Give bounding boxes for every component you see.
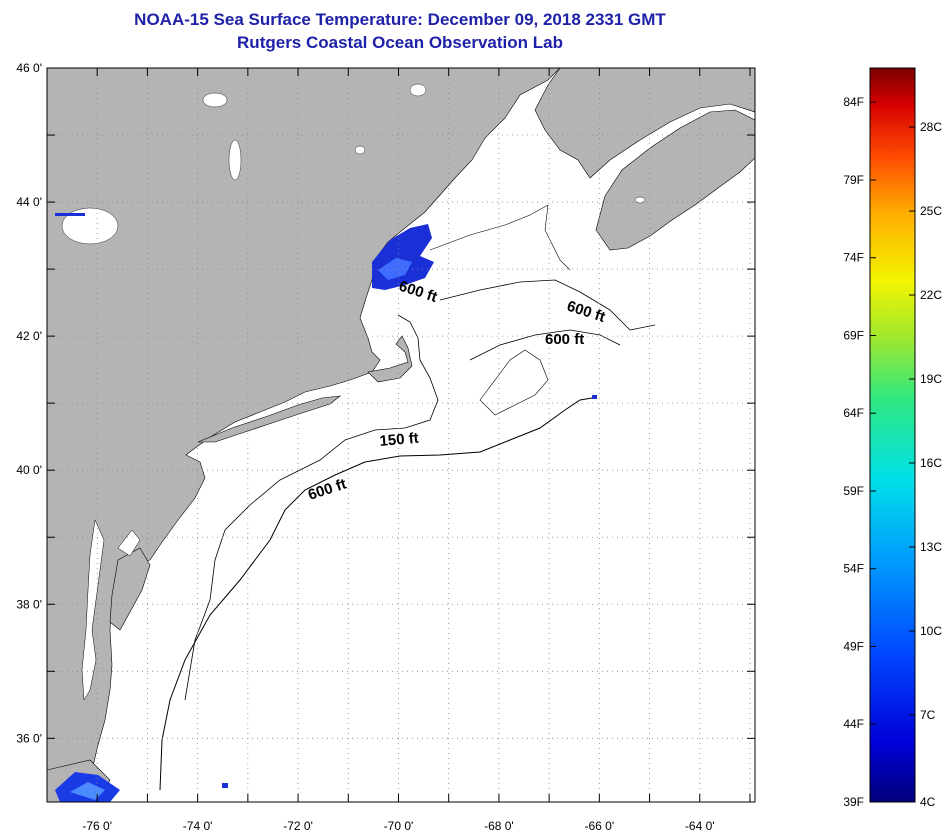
latitude-label: 36 0': [16, 731, 42, 745]
sst-cold-patch-pamlico-inner: [70, 782, 105, 800]
colorbar-label-f: 39F: [843, 795, 864, 809]
colorbar-label-c: 22C: [920, 288, 942, 302]
map-title: NOAA-15 Sea Surface Temperature: Decembe…: [134, 10, 666, 29]
map-frame: [46, 67, 756, 803]
sst-cold-patch-gulf-of-maine-inner: [378, 258, 412, 280]
latitude-label: 42 0': [16, 329, 42, 343]
sst-cold-speck: [55, 213, 85, 216]
colorbar-label-f: 59F: [843, 484, 864, 498]
colorbar-label-f: 74F: [843, 251, 864, 265]
colorbar: [869, 67, 916, 803]
latitude-label: 38 0': [16, 597, 42, 611]
lake: [228, 139, 242, 181]
land-long-island: [197, 395, 341, 443]
colorbar-label-f: 49F: [843, 639, 864, 653]
land-new-brunswick: [534, 68, 755, 179]
sst-cold-speck: [222, 783, 228, 788]
colorbar-label-c: 10C: [920, 624, 942, 638]
contour-label: 150 ft: [379, 430, 420, 450]
chesapeake-bay: [81, 519, 105, 701]
contour-150ft: [184, 314, 439, 701]
contour-600ft-gulf: [439, 279, 656, 331]
latitude-label: 40 0': [16, 463, 42, 477]
longitude-label: -74 0': [183, 819, 213, 832]
colorbar-label-f: 84F: [843, 95, 864, 109]
lake: [202, 92, 228, 108]
lake: [409, 83, 427, 97]
colorbar-label-f: 44F: [843, 717, 864, 731]
colorbar-label-f: 69F: [843, 328, 864, 342]
colorbar-label-c: 4C: [920, 795, 936, 809]
colorbar-label-c: 25C: [920, 204, 942, 218]
land-nova-scotia: [595, 109, 755, 251]
lake: [354, 145, 366, 155]
longitude-label: -64 0': [685, 819, 715, 832]
land-north-america: [47, 68, 561, 802]
colorbar-label-c: 19C: [920, 372, 942, 386]
delaware-bay: [117, 529, 141, 557]
colorbar-label-c: 28C: [920, 120, 942, 134]
sst-cold-speck: [592, 395, 597, 399]
colorbar-ticks: 84F 79F 74F 69F 64F 59F 54F 49F 44F 39F 28C 25C 22C 1…: [843, 95, 942, 809]
colorbar-label-f: 64F: [843, 406, 864, 420]
latitude-label: 46 0': [16, 61, 42, 75]
longitude-label: -72 0': [283, 819, 313, 832]
colorbar-label-c: 7C: [920, 708, 936, 722]
contour-600ft-shelf-edge: [159, 397, 593, 791]
colorbar-label-c: 16C: [920, 456, 942, 470]
colorbar-label-f: 54F: [843, 562, 864, 576]
contour-inner-gulf: [429, 204, 571, 271]
longitude-label: -68 0': [484, 819, 514, 832]
land-delmarva: [109, 547, 151, 631]
longitude-label: -76 0': [82, 819, 112, 832]
longitude-labels: -76 0' -74 0' -72 0' -70 0' -68 0' -66 0' -64 …: [82, 819, 714, 832]
longitude-label: -70 0': [384, 819, 414, 832]
contour-600ft-georges: [469, 329, 621, 361]
colorbar-label-f: 79F: [843, 173, 864, 187]
map-subtitle: Rutgers Coastal Ocean Observation Lab: [237, 33, 563, 52]
contour-label: 600 ft: [545, 331, 584, 348]
latitude-labels: 46 0' 44 0' 42 0' 40 0' 38 0' 36 0': [16, 61, 42, 745]
colorbar-label-c: 13C: [920, 540, 942, 554]
lake: [61, 207, 119, 245]
contour-georges-shoals: [479, 349, 549, 416]
longitude-label: -66 0': [585, 819, 615, 832]
lake: [634, 196, 646, 204]
latitude-label: 44 0': [16, 195, 42, 209]
